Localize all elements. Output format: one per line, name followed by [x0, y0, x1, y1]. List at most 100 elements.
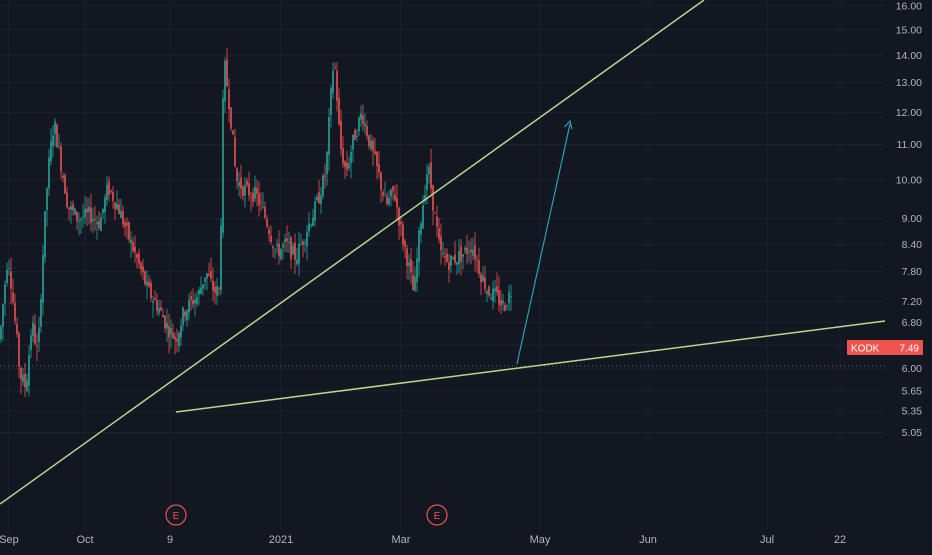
- candle: [258, 181, 260, 217]
- candle: [28, 344, 30, 397]
- candle: [306, 225, 308, 261]
- candle: [468, 240, 470, 263]
- candle: [58, 134, 60, 150]
- candle: [480, 271, 482, 296]
- candle: [20, 366, 22, 394]
- candle: [42, 244, 44, 316]
- candle: [52, 124, 54, 158]
- candle: [342, 136, 344, 168]
- candle: [464, 245, 466, 254]
- candle: [22, 368, 24, 386]
- candle: [146, 270, 148, 300]
- candle: [300, 233, 302, 246]
- candle: [498, 276, 500, 312]
- candle: [400, 216, 402, 237]
- candle: [446, 248, 448, 263]
- candle: [344, 160, 346, 179]
- candle: [260, 191, 262, 212]
- candle: [428, 163, 430, 184]
- candle: [222, 89, 224, 238]
- candle: [92, 207, 94, 234]
- candle: [108, 176, 110, 201]
- candle: [190, 290, 192, 311]
- candle: [402, 221, 404, 251]
- candle: [112, 186, 114, 209]
- projection-arrow[interactable]: [516, 123, 571, 365]
- candle: [60, 142, 62, 180]
- candle: [110, 189, 112, 195]
- symbol-label: KODK: [851, 344, 880, 355]
- candle: [396, 184, 398, 221]
- candle: [16, 317, 18, 338]
- candle: [414, 267, 416, 292]
- candle: [460, 239, 462, 276]
- candle: [94, 205, 96, 231]
- candle: [454, 240, 456, 265]
- candle: [476, 254, 478, 274]
- time-tick-label: Sep: [0, 534, 19, 546]
- candle: [160, 300, 162, 312]
- candle: [296, 247, 298, 267]
- candle: [86, 197, 88, 227]
- candle: [488, 285, 490, 298]
- candle: [506, 304, 508, 310]
- candle: [184, 309, 186, 322]
- candle: [490, 293, 492, 301]
- price-tick-label: 7.80: [902, 266, 923, 278]
- candle: [118, 198, 120, 215]
- candle: [482, 266, 484, 283]
- candle: [172, 323, 174, 339]
- candle: [450, 254, 452, 273]
- time-tick-label: Jun: [639, 534, 657, 546]
- candle: [116, 190, 118, 211]
- candle: [80, 217, 82, 234]
- earnings-marker-label: E: [434, 511, 441, 522]
- candle: [148, 275, 150, 288]
- candle: [366, 120, 368, 141]
- candle: [394, 184, 396, 203]
- candle: [478, 247, 480, 278]
- candle: [218, 286, 220, 296]
- candle: [276, 238, 278, 254]
- candle: [230, 107, 232, 132]
- earnings-marker[interactable]: E: [426, 504, 448, 526]
- candle: [406, 244, 408, 280]
- candle: [356, 128, 358, 142]
- candle: [72, 200, 74, 216]
- candle: [474, 232, 476, 272]
- candle: [132, 237, 134, 254]
- candle: [338, 88, 340, 127]
- candle: [122, 205, 124, 229]
- candle: [246, 177, 248, 188]
- candle: [348, 156, 350, 171]
- support-trendline[interactable]: [175, 320, 886, 413]
- candle: [48, 148, 50, 197]
- candle: [182, 306, 184, 331]
- price-tick-label: 11.00: [897, 139, 923, 151]
- candle: [126, 217, 128, 240]
- time-axis[interactable]: Sep Oct 9 2021 Mar May Jun Jul 22: [0, 534, 846, 546]
- candle: [292, 241, 294, 256]
- candle: [210, 257, 212, 283]
- candle: [484, 265, 486, 294]
- candle: [392, 185, 394, 201]
- candle: [458, 239, 460, 274]
- resistance-trendline[interactable]: [0, 0, 705, 505]
- candle: [54, 118, 56, 147]
- price-tick-label: 16.00: [896, 0, 922, 12]
- price-axis-panel[interactable]: [885, 0, 932, 530]
- candle: [354, 128, 356, 141]
- candle: [324, 163, 326, 189]
- candle: [234, 128, 236, 168]
- candle: [84, 195, 86, 224]
- drawings[interactable]: [0, 0, 886, 505]
- candle: [78, 212, 80, 236]
- candle: [64, 172, 66, 194]
- earnings-marker[interactable]: E: [165, 504, 187, 526]
- candle: [466, 234, 468, 265]
- candle: [188, 293, 190, 321]
